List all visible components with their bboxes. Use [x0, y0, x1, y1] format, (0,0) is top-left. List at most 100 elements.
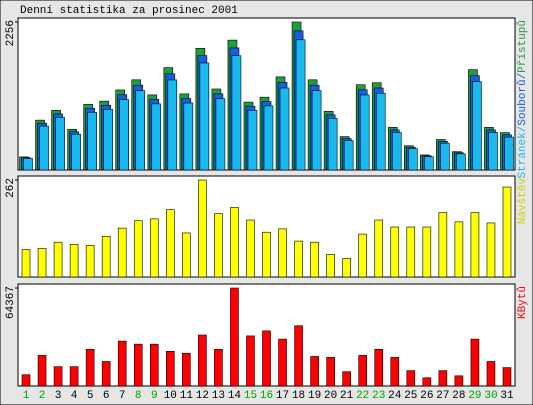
bar [85, 245, 95, 278]
bar [440, 142, 450, 171]
bar [133, 343, 143, 387]
bar [85, 349, 95, 387]
bar [472, 81, 482, 171]
bar [279, 87, 290, 171]
bar [247, 109, 258, 171]
bar [342, 258, 351, 278]
legend-entry: KBytů [516, 286, 529, 319]
bar [422, 226, 432, 278]
bar [422, 377, 432, 387]
x-tick-label: 2 [39, 390, 46, 402]
bar [119, 99, 130, 171]
bar [135, 90, 146, 171]
bar [214, 349, 223, 387]
bar [438, 212, 448, 278]
x-tick-label: 15 [244, 390, 257, 402]
bar [117, 340, 127, 387]
bar [133, 220, 143, 278]
bar [343, 140, 354, 171]
bar [69, 366, 79, 387]
legend-entry: Přístupů [516, 20, 529, 73]
bar [53, 241, 63, 278]
bar [358, 355, 367, 387]
y-tick-label: 64367 [5, 286, 17, 319]
bar [456, 153, 466, 171]
bar [149, 343, 159, 387]
bar [278, 228, 287, 278]
legend-separator: / [517, 126, 529, 133]
bar [21, 374, 31, 387]
bar [37, 248, 47, 278]
bar [230, 287, 239, 387]
x-tick-label: 1 [23, 390, 30, 402]
legend-entry: Návštěv [517, 178, 529, 225]
x-tick-label: 31 [500, 390, 514, 402]
bar [103, 109, 113, 171]
bar [342, 371, 351, 387]
y-tick-label: 2256 [5, 20, 17, 46]
bar [262, 231, 271, 278]
bar [166, 209, 175, 278]
x-tick-label: 9 [151, 390, 158, 402]
y-tick-label: 262 [5, 178, 17, 198]
x-tick-label: 24 [388, 390, 402, 402]
bar [502, 186, 512, 278]
bar [87, 111, 97, 171]
x-tick-label: 22 [356, 390, 369, 402]
bar [486, 361, 496, 387]
bar [69, 244, 79, 278]
bar [504, 136, 514, 171]
x-tick-label: 4 [71, 390, 78, 402]
bar [39, 125, 49, 171]
bar [166, 350, 175, 387]
x-tick-label: 25 [404, 390, 417, 402]
bar [183, 102, 194, 171]
x-tick-label: 8 [135, 390, 142, 402]
bar [21, 249, 31, 278]
x-tick-label: 16 [260, 390, 273, 402]
bar [390, 357, 400, 387]
bar [198, 334, 207, 387]
x-tick-label: 29 [468, 390, 481, 402]
x-tick-label: 17 [276, 390, 289, 402]
bar [454, 375, 464, 387]
x-tick-label: 13 [212, 390, 225, 402]
bar [263, 105, 274, 171]
bar [278, 338, 287, 387]
legend: Stránek/Souborů/Přístupů [516, 20, 529, 178]
x-tick-label: 10 [164, 390, 177, 402]
bar [294, 240, 303, 278]
bar [53, 366, 63, 387]
bar [151, 103, 162, 171]
bar [199, 62, 210, 171]
bar [326, 254, 335, 278]
bar [310, 356, 319, 387]
bar [55, 117, 65, 171]
legend-separator: / [517, 73, 529, 80]
bar [454, 221, 464, 278]
bar [246, 335, 255, 387]
bar [182, 232, 191, 278]
bar [374, 349, 384, 387]
x-tick-label: 19 [308, 390, 321, 402]
x-tick-label: 12 [196, 390, 209, 402]
bar [327, 118, 338, 171]
x-tick-label: 3 [55, 390, 62, 402]
bar [359, 94, 370, 171]
x-tick-label: 28 [452, 390, 465, 402]
legend: KBytů [516, 286, 529, 319]
x-tick-label: 14 [228, 390, 242, 402]
bar [101, 235, 111, 278]
chart-title: Denní statistika za prosinec 2001 [20, 5, 238, 17]
x-tick-label: 20 [324, 390, 337, 402]
legend-entry: Stránek [517, 132, 529, 179]
bar [310, 241, 319, 278]
legend: Návštěv [517, 178, 529, 225]
x-tick-label: 11 [180, 390, 194, 402]
bar [214, 213, 223, 278]
x-tick-label: 6 [103, 390, 110, 402]
bar [390, 226, 400, 278]
bar [406, 370, 416, 387]
bar [358, 233, 367, 278]
